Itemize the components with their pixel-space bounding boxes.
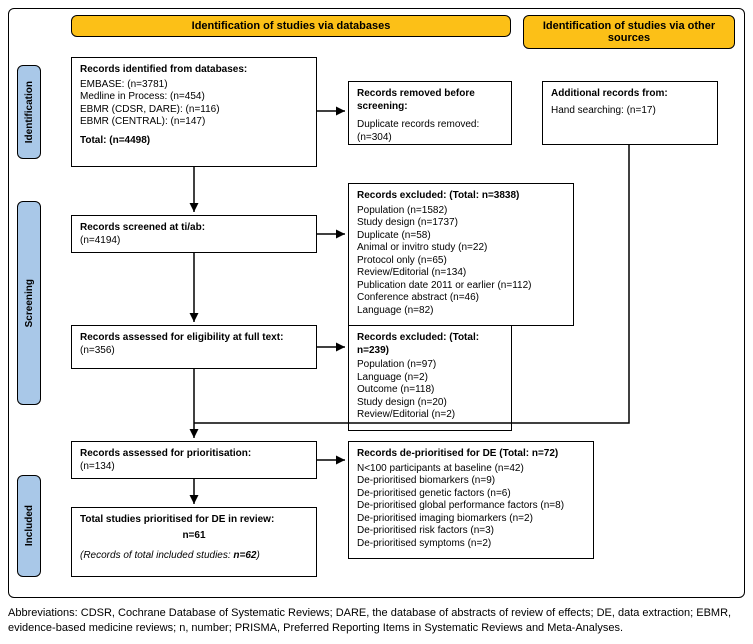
box-fulltext: Records assessed for eligibility at full… xyxy=(71,325,317,369)
identified-list: EMBASE: (n=3781) Medline in Process: (n=… xyxy=(80,79,308,129)
box-excluded1: Records excluded: (Total: n=3838) Popula… xyxy=(348,183,574,326)
prisma-flowchart: Identification of studies via databases … xyxy=(8,8,745,598)
box-identified: Records identified from databases: EMBAS… xyxy=(71,57,317,167)
box-screened: Records screened at ti/ab: (n=4194) xyxy=(71,215,317,253)
box-removed: Records removed before screening: Duplic… xyxy=(348,81,512,145)
side-screening: Screening xyxy=(17,201,41,405)
box-excluded2: Records excluded: (Total: n=239) Populat… xyxy=(348,325,512,431)
side-identification: Identification xyxy=(17,65,41,159)
abbreviations-footer: Abbreviations: CDSR, Cochrane Database o… xyxy=(8,606,745,636)
box-deprioritised: Records de-prioritised for DE (Total: n=… xyxy=(348,441,594,559)
box-final: Total studies prioritised for DE in revi… xyxy=(71,507,317,577)
header-databases: Identification of studies via databases xyxy=(71,15,511,37)
header-other: Identification of studies via other sour… xyxy=(523,15,735,49)
box-additional: Additional records from: Hand searching:… xyxy=(542,81,718,145)
box-prioritisation: Records assessed for prioritisation: (n=… xyxy=(71,441,317,479)
side-included: Included xyxy=(17,475,41,577)
